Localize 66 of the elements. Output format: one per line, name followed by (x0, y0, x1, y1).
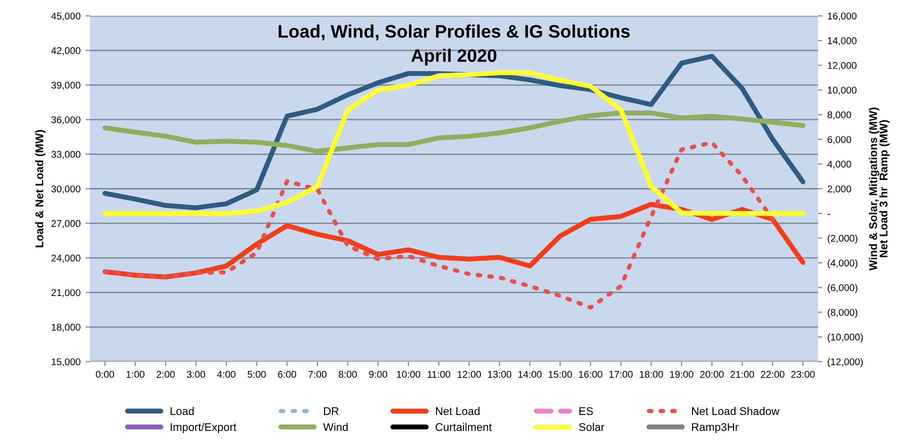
legend-label: Net Load Shadow (692, 406, 780, 416)
y2-tick-label: (8,000) (828, 308, 858, 318)
y2-tick-label: 2,000 (828, 185, 852, 194)
y2-tick-label: 10,000 (828, 86, 856, 95)
legend-label: Wind (323, 422, 348, 431)
y-tick-label: 24,000 (52, 254, 80, 263)
y-tick-label: 27,000 (52, 220, 80, 228)
x-tick-label: 14:00 (518, 370, 542, 378)
x-tick-label: 4:00 (217, 370, 236, 378)
line-series (102, 140, 775, 310)
y-tick-label: 15,000 (52, 358, 80, 366)
x-tick-label: 12:00 (458, 370, 481, 378)
legend-label: Solar (579, 422, 604, 431)
y2-axis-title: Wind & Solar, Mitigations (MW) Net Load 3 hr Ramp (MW) (868, 108, 890, 270)
y2-tick-label: (2,000) (828, 234, 858, 244)
x-tick-label: 17:00 (609, 370, 633, 378)
legend-label: Import/Export (170, 422, 236, 434)
x-tick-label: 21:00 (730, 370, 754, 378)
y2-tick-label: 6,000 (828, 136, 852, 144)
x-tick-label: 1:00 (126, 370, 144, 378)
x-tick-label: 20:00 (700, 370, 724, 378)
x-tick-label: 8:00 (338, 370, 357, 378)
text: April 2020 (411, 48, 496, 66)
legend-label: Net Load (436, 406, 480, 416)
y2-tick-label: (10,000) (828, 333, 863, 342)
x-tick-label: 9:00 (369, 370, 388, 378)
y-tick-label: 30,000 (51, 185, 80, 194)
x-tick-label: 22:00 (760, 370, 784, 378)
y2-tick-label: 14,000 (828, 37, 856, 46)
line-series (102, 110, 806, 154)
x-tick-label: 10:00 (397, 370, 420, 378)
x-tick-label: 19:00 (670, 370, 694, 378)
legend-label: DR (324, 407, 339, 415)
y-tick-label: 21,000 (52, 289, 80, 298)
x-tick-label: 11:00 (428, 370, 450, 378)
y2-tick-label: - (828, 214, 830, 215)
y-tick-label: 36,000 (51, 116, 80, 124)
legend-label: Ramp3Hr (692, 423, 739, 434)
chart-title: Load, Wind, Solar Profiles & IG Solutions (278, 24, 630, 40)
y2-tick-label: 8,000 (828, 111, 852, 120)
x-tick-label: 23:00 (791, 370, 815, 378)
y-tick-label: 18,000 (52, 324, 80, 332)
y2-tick-label: 16,000 (828, 12, 856, 21)
x-tick-label: 0:00 (96, 370, 114, 378)
x-tick-label: 18:00 (640, 370, 663, 378)
y-tick-label: 45,000 (51, 12, 80, 21)
x-tick-label: 3:00 (186, 370, 206, 378)
y2-tick-label: (12,000) (828, 358, 863, 368)
legend-label: ES (579, 407, 593, 416)
x-tick-label: 15:00 (548, 370, 572, 378)
x-tick-label: 13:00 (488, 370, 512, 378)
y2-tick-label: (4,000) (828, 259, 858, 268)
y-tick-label: 33,000 (51, 150, 80, 159)
y2-tick-label: 12,000 (828, 62, 856, 70)
x-tick-label: 16:00 (579, 370, 602, 378)
legend-label: Curtailment (436, 422, 492, 431)
x-tick-label: 2:00 (156, 370, 175, 378)
y-tick-label: 39,000 (51, 82, 80, 90)
y-axis-title: Load & Net Load (MW) (35, 130, 46, 248)
y-tick-label: 42,000 (51, 47, 80, 56)
x-tick-label: 6:00 (278, 370, 296, 378)
legend-label: Load (170, 406, 194, 416)
x-tick-label: 7:00 (308, 370, 326, 378)
y2-tick-label: 4,000 (827, 160, 852, 169)
y2-tick-label: (6,000) (828, 284, 858, 294)
x-tick-label: 5:00 (248, 370, 266, 378)
